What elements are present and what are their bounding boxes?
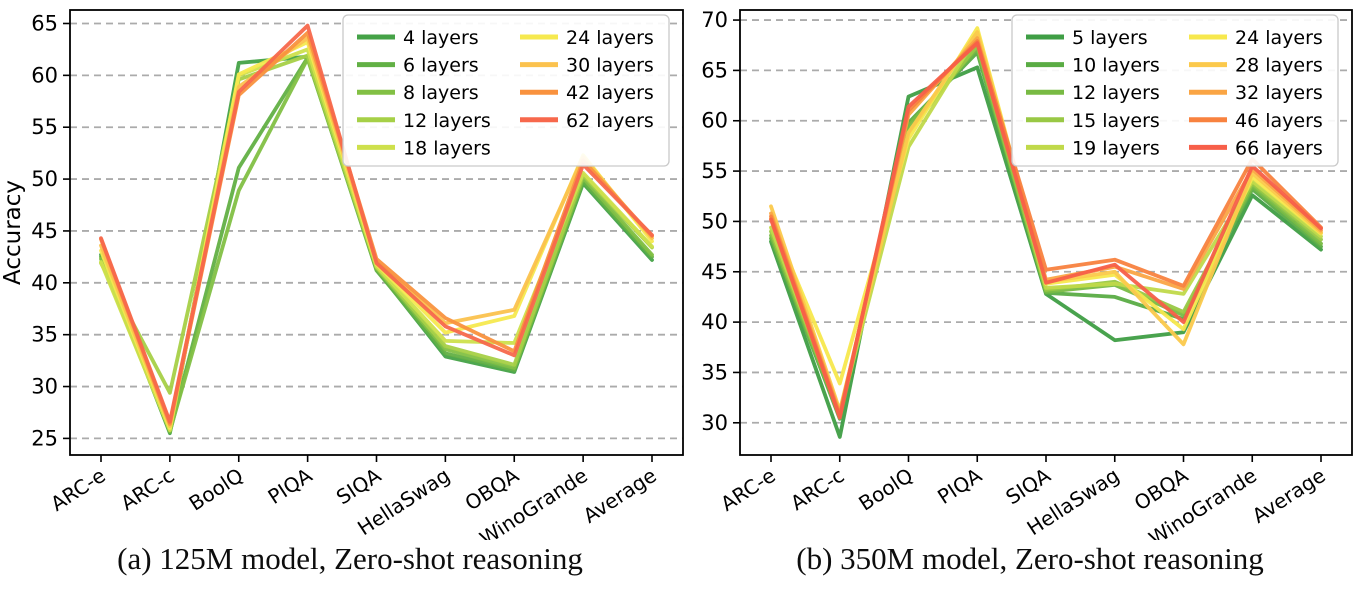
series-line-66-layers bbox=[769, 41, 1323, 420]
legend: 4 layers 6 layers 8 layers 12 layers 18 laye… bbox=[342, 14, 670, 167]
plot-border bbox=[739, 9, 1353, 456]
legend-label: 66 layers bbox=[1235, 137, 1323, 159]
plot-svg: 25 30 35 40 45 50 55 60 65 ARC-e ARC-c BoolQ PIQA SIQ… bbox=[0, 9, 684, 550]
y-tick-label: 60 bbox=[701, 109, 728, 133]
legend-label: 42 layers bbox=[566, 82, 654, 104]
y-tick-label: 65 bbox=[701, 58, 728, 82]
y-tick-label: 30 bbox=[31, 375, 58, 399]
caption-a: (a) 125M model, Zero-shot reasoning bbox=[117, 541, 583, 576]
y-tick-label: 45 bbox=[701, 260, 728, 284]
y-tick-label: 30 bbox=[701, 411, 728, 435]
legend-label: 15 layers bbox=[1072, 110, 1160, 132]
legend-box bbox=[342, 14, 670, 167]
legend-label: 28 layers bbox=[1235, 55, 1323, 77]
y-tick-label: 40 bbox=[701, 310, 728, 334]
legend-label: 19 layers bbox=[1072, 137, 1160, 159]
x-tick-label: ARC-c bbox=[786, 463, 848, 515]
legend-label: 46 layers bbox=[1235, 110, 1323, 132]
x-tick-label: BoolQ bbox=[854, 463, 917, 516]
y-tick-label: 60 bbox=[31, 63, 58, 87]
y-tick-label: 55 bbox=[31, 115, 58, 139]
legend-label: 12 layers bbox=[403, 110, 491, 132]
y-tick-label: 65 bbox=[31, 11, 58, 35]
y-tick-label: 45 bbox=[31, 219, 58, 243]
chart-350m-zero-shot: 30 35 40 45 50 55 60 65 70 ARC-e ARC-c BoolQ PIQA SIQ… bbox=[695, 0, 1360, 550]
y-tick-label: 55 bbox=[701, 159, 728, 183]
x-tick-label: ARC-e bbox=[716, 463, 779, 516]
chart-125m-zero-shot: 25 30 35 40 45 50 55 60 65 ARC-e ARC-c BoolQ PIQA SIQ… bbox=[0, 0, 700, 550]
legend-label: 24 layers bbox=[1235, 27, 1323, 49]
x-tick-label: Average bbox=[1248, 463, 1330, 528]
plot-border bbox=[69, 9, 684, 456]
x-tick-label: BoolQ bbox=[185, 463, 248, 516]
plot-svg: 30 35 40 45 50 55 60 65 70 ARC-e ARC-c BoolQ PIQA SIQ… bbox=[701, 8, 1353, 550]
x-tick-label: SIQA bbox=[1001, 463, 1055, 509]
caption-b: (b) 350M model, Zero-shot reasoning bbox=[796, 541, 1264, 576]
legend-label: 18 layers bbox=[403, 137, 491, 159]
y-axis-label: Accuracy bbox=[0, 180, 26, 285]
legend-label: 62 layers bbox=[566, 110, 654, 132]
legend-label: 24 layers bbox=[566, 27, 654, 49]
x-tick-label: ARC-e bbox=[46, 463, 109, 516]
x-tick-label: PIQA bbox=[264, 463, 317, 509]
y-tick-label: 50 bbox=[31, 167, 58, 191]
legend-label: 12 layers bbox=[1072, 82, 1160, 104]
y-tick-label: 40 bbox=[31, 271, 58, 295]
y-tick-label: 70 bbox=[701, 8, 728, 32]
x-tick-label: Average bbox=[579, 463, 661, 528]
legend-label: 10 layers bbox=[1072, 55, 1160, 77]
series-line-62-layers bbox=[99, 23, 654, 424]
x-tick-label: PIQA bbox=[933, 463, 986, 509]
legend-label: 32 layers bbox=[1235, 82, 1323, 104]
legend-label: 30 layers bbox=[566, 55, 654, 77]
x-tick-label: ARC-c bbox=[116, 463, 178, 515]
y-tick-label: 25 bbox=[31, 426, 58, 450]
y-tick-label: 50 bbox=[701, 209, 728, 233]
legend-label: 8 layers bbox=[403, 82, 479, 104]
x-tick-label: SIQA bbox=[332, 463, 386, 509]
legend-box bbox=[1011, 14, 1339, 167]
legend-label: 4 layers bbox=[403, 27, 479, 49]
y-tick-label: 35 bbox=[701, 360, 728, 384]
legend-label: 6 layers bbox=[403, 55, 479, 77]
legend: 5 layers 10 layers 12 layers 15 layers 19 la… bbox=[1011, 14, 1339, 167]
y-tick-label: 35 bbox=[31, 323, 58, 347]
legend-label: 5 layers bbox=[1072, 27, 1148, 49]
